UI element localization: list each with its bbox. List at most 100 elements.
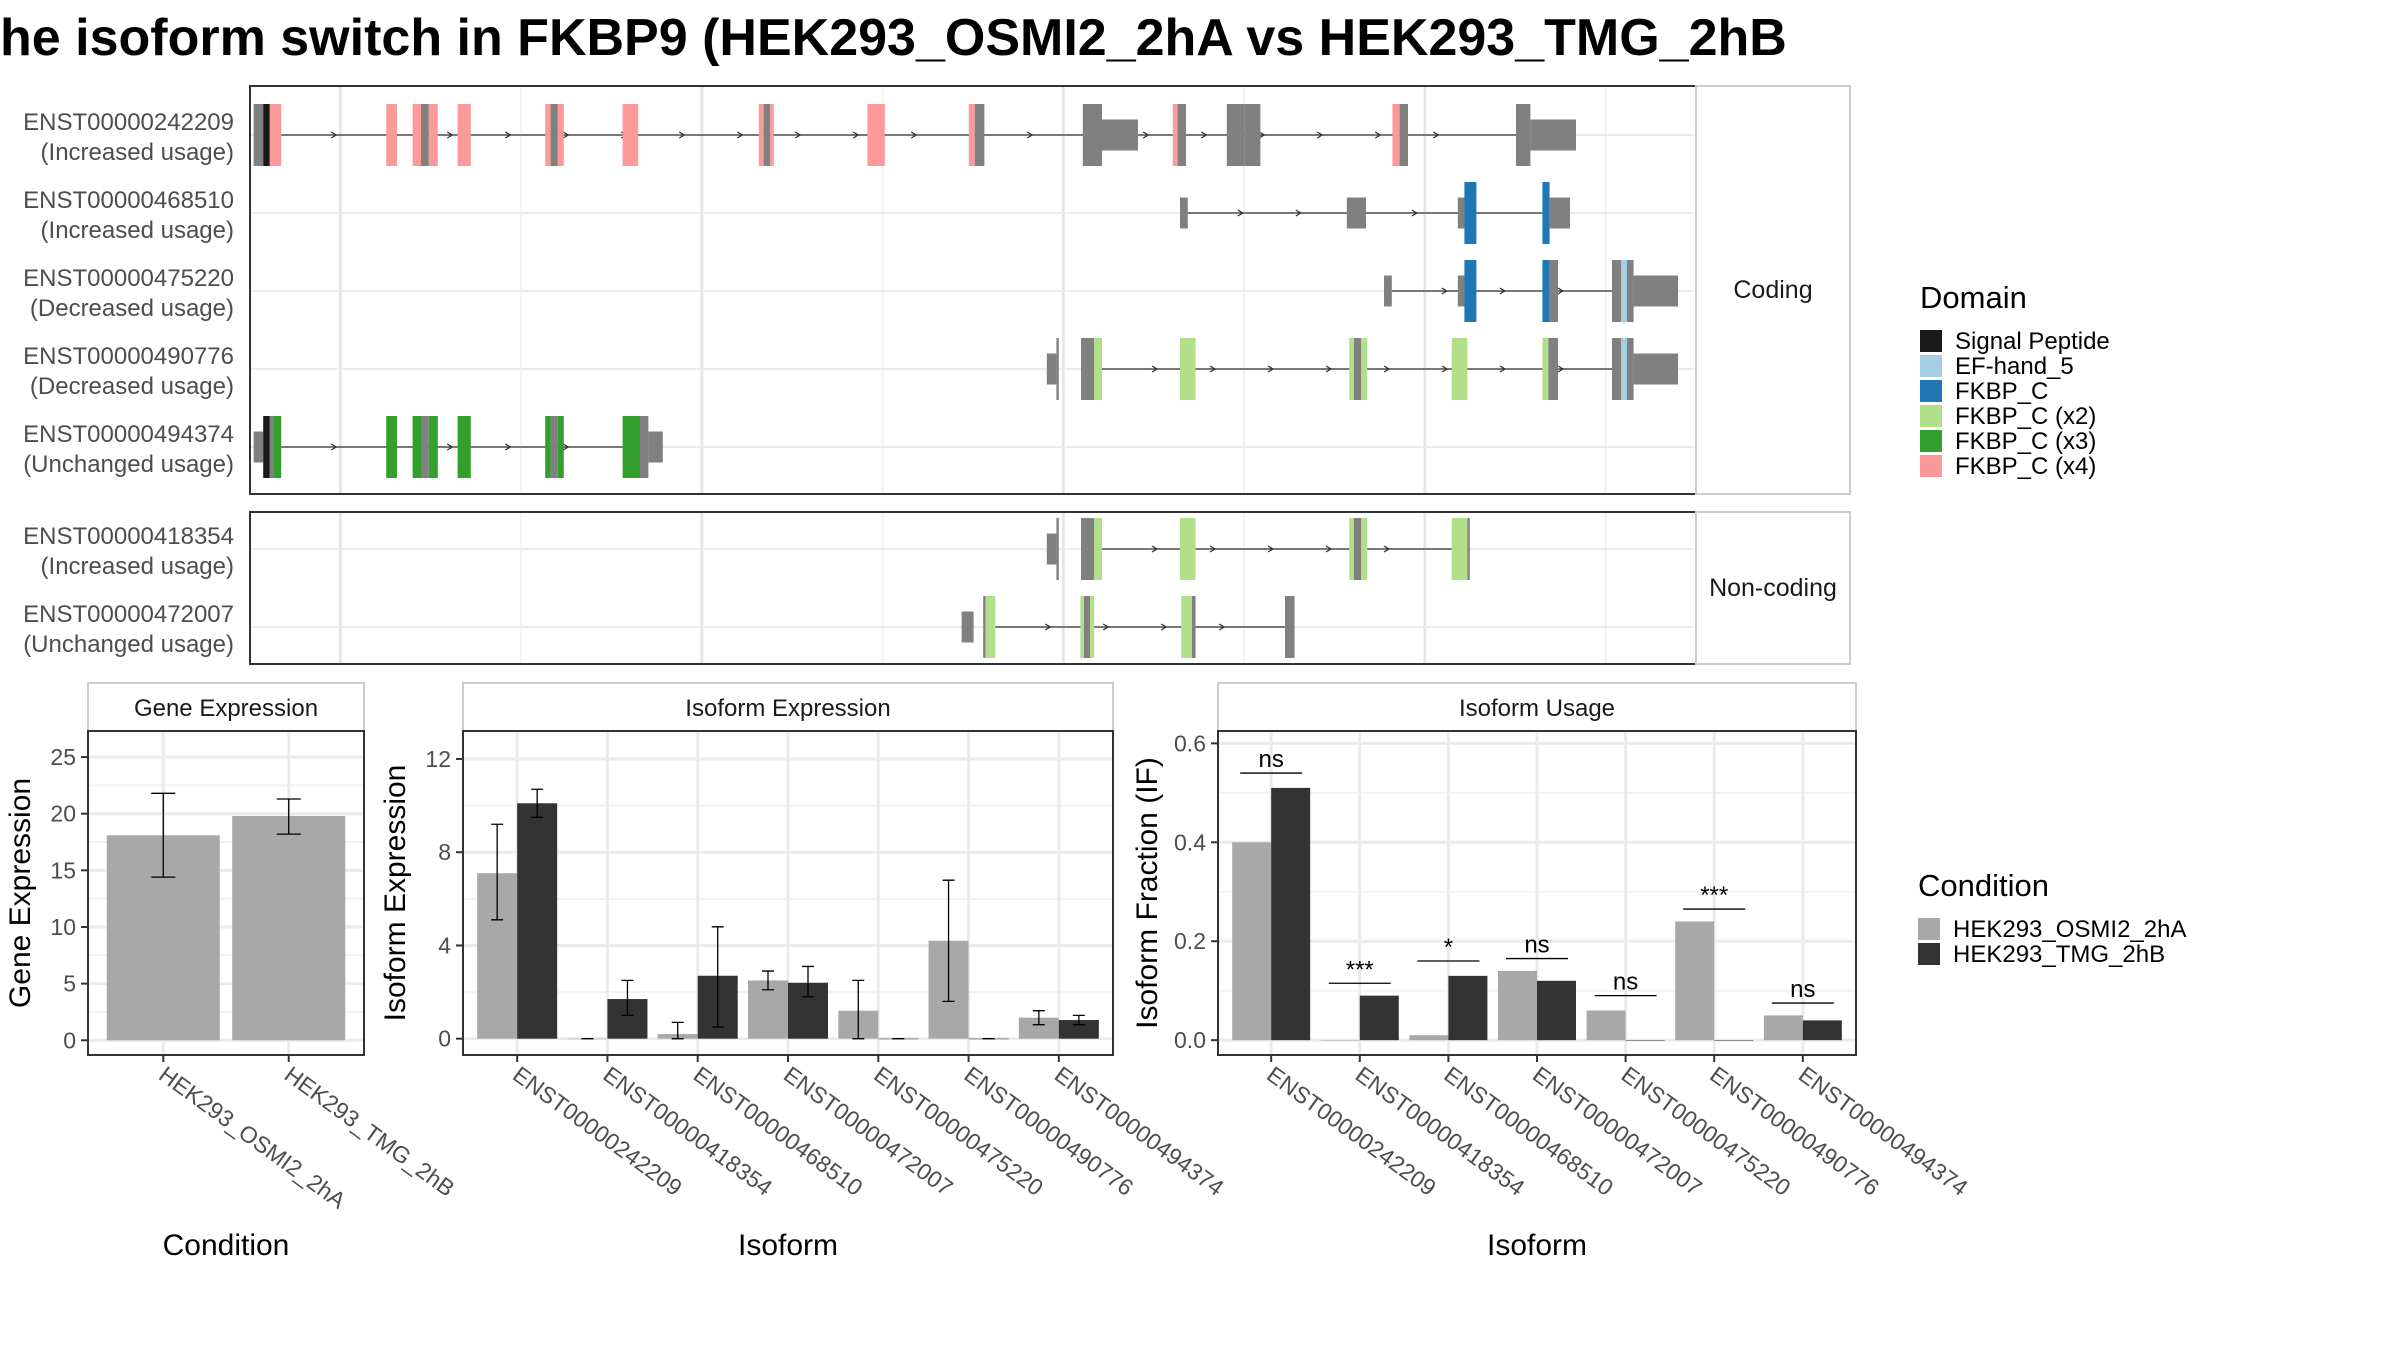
transcript-id-label: ENST00000472007 [23, 601, 234, 628]
bar [1537, 980, 1576, 1041]
domain-block [1542, 182, 1550, 244]
domain-block [557, 104, 564, 166]
domain-block [1172, 104, 1178, 166]
significance-label: * [1444, 934, 1453, 961]
error-bar [276, 798, 301, 835]
domain-block [985, 596, 996, 658]
intron-arrow [1295, 209, 1303, 217]
intron-arrow [1557, 287, 1565, 295]
domain-legend-label: FKBP_C (x4) [1955, 453, 2096, 480]
significance-label: ns [1790, 976, 1815, 1003]
domain-legend-label: FKBP_C [1955, 378, 2048, 405]
domain-block [1349, 338, 1354, 400]
exon-block [974, 104, 985, 166]
significance-label: ns [1524, 932, 1549, 959]
intron-arrow [330, 131, 338, 139]
intron-arrow [1325, 545, 1333, 553]
bar [1271, 787, 1311, 1041]
domain-block [263, 416, 270, 478]
x-axis-title: Isoform [1487, 1229, 1587, 1262]
domain-block [1451, 518, 1468, 580]
bar [232, 815, 346, 1041]
x-tick-label: ENST00000242209 [508, 1061, 687, 1201]
domain-block [1094, 338, 1102, 400]
condition-legend-title: Condition [1918, 868, 2049, 903]
coding-strip-label: Coding [1733, 276, 1812, 304]
domain-block [274, 416, 282, 478]
intron-arrow [1411, 209, 1419, 217]
chart-strip [462, 682, 1114, 732]
exon-block [1457, 275, 1465, 307]
domain-block [557, 416, 564, 478]
exon-block [421, 104, 429, 166]
exon-block [1354, 518, 1362, 580]
x-tick-label: ENST00000418354 [599, 1061, 778, 1201]
bar [1232, 842, 1272, 1041]
exon-block [1046, 353, 1057, 385]
error-bar [762, 970, 774, 991]
noncoding-strip [1695, 511, 1851, 665]
x-tick-label: ENST00000475220 [869, 1061, 1048, 1201]
exon-block [1549, 197, 1564, 229]
domain-block [263, 104, 270, 166]
bar [1763, 1015, 1803, 1041]
y-axis-title: Isoform Expression [379, 765, 412, 1022]
intron-arrow [1209, 545, 1217, 553]
y-axis-title: Gene Expression [4, 778, 37, 1008]
intron-arrow [910, 131, 918, 139]
exon-block [1177, 104, 1186, 166]
y-tick-label: 0.6 [1174, 730, 1206, 756]
exon-block [1285, 596, 1295, 658]
exon-block [1530, 119, 1576, 151]
transcript-usage-label: (Increased usage) [41, 139, 234, 166]
x-tick-label: ENST00000490776 [960, 1061, 1139, 1201]
error-bar [1032, 1010, 1045, 1026]
significance-label: *** [1700, 882, 1728, 909]
exon-block [1627, 260, 1634, 322]
intron-arrow [504, 131, 512, 139]
domain-block [867, 104, 885, 166]
domain-block [269, 104, 274, 166]
coding-labels: ENST00000242209 (Increased usage) ENST0000… [23, 109, 234, 478]
exon-block [1226, 104, 1245, 166]
transcript-usage-label: (Unchanged usage) [23, 451, 234, 478]
error-bar [711, 926, 724, 1028]
exon-block [1081, 518, 1095, 580]
domain-block [1094, 518, 1102, 580]
domain-block [412, 104, 421, 166]
significance-label: ns [1613, 969, 1638, 996]
error-bar [1072, 1014, 1085, 1026]
y-tick-label: 0.0 [1174, 1027, 1206, 1053]
domain-block [386, 416, 397, 478]
exon-block [550, 416, 558, 478]
condition-legend-label: HEK293_TMG_2hB [1953, 941, 2165, 968]
domain-block [1181, 596, 1192, 658]
intron-arrow [1432, 131, 1440, 139]
exon-block [1399, 104, 1408, 166]
intron-arrow [1267, 365, 1275, 373]
domain-block [1349, 518, 1354, 580]
exon-block [1082, 104, 1102, 166]
y-tick-label: 4 [438, 932, 451, 958]
domain-legend: Domain Signal PeptideEF-hand_5FKBP_CFKBP… [1920, 280, 2110, 480]
bar [1714, 1040, 1754, 1041]
exon-block [1244, 104, 1261, 166]
bar [1625, 1040, 1665, 1041]
domain-block [1464, 182, 1477, 244]
intron-arrow [446, 443, 454, 451]
transcript-structure: Coding ENST00000242209(Increased usage)E… [23, 85, 1851, 665]
exon-block [640, 416, 649, 478]
domain-block [1090, 596, 1095, 658]
intron-arrow [1151, 545, 1159, 553]
domain-block [428, 104, 438, 166]
bar [517, 803, 558, 1039]
domain-block [545, 104, 551, 166]
chart-title: Isoform Usage [1459, 695, 1615, 722]
intron-arrow [1267, 545, 1275, 553]
intron-arrow [562, 131, 570, 139]
bar [1498, 970, 1537, 1041]
exon-block [1516, 104, 1531, 166]
error-bar [802, 965, 814, 998]
domain-block [412, 416, 421, 478]
